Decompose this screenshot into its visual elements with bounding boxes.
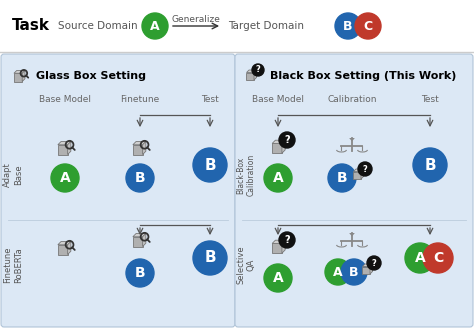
Circle shape <box>193 148 227 182</box>
Circle shape <box>335 13 361 39</box>
Text: C: C <box>364 19 373 32</box>
Circle shape <box>126 259 154 287</box>
Polygon shape <box>58 241 71 245</box>
Polygon shape <box>282 140 285 153</box>
Polygon shape <box>133 234 146 237</box>
Circle shape <box>328 164 356 192</box>
Polygon shape <box>361 169 364 179</box>
Circle shape <box>355 13 381 39</box>
Polygon shape <box>14 73 22 81</box>
Text: B: B <box>424 157 436 173</box>
Text: Base Model: Base Model <box>39 95 91 105</box>
Text: A: A <box>273 271 283 285</box>
Text: Glass Box Setting: Glass Box Setting <box>36 71 146 81</box>
Polygon shape <box>58 245 68 255</box>
Polygon shape <box>282 240 285 253</box>
Circle shape <box>413 148 447 182</box>
Text: Finetune: Finetune <box>120 95 160 105</box>
Text: Test: Test <box>421 95 439 105</box>
Polygon shape <box>363 266 370 274</box>
Circle shape <box>126 164 154 192</box>
Text: ?: ? <box>284 135 290 145</box>
Text: B: B <box>135 266 146 280</box>
Polygon shape <box>14 71 25 73</box>
Polygon shape <box>22 71 25 81</box>
Polygon shape <box>246 70 256 72</box>
Polygon shape <box>133 145 143 154</box>
Circle shape <box>252 64 264 76</box>
Text: A: A <box>415 251 425 265</box>
Circle shape <box>51 164 79 192</box>
Circle shape <box>367 256 381 270</box>
FancyBboxPatch shape <box>235 54 473 327</box>
Text: B: B <box>349 265 359 278</box>
Text: A: A <box>333 265 343 278</box>
Polygon shape <box>354 169 364 172</box>
Text: B: B <box>204 157 216 173</box>
Polygon shape <box>133 141 146 145</box>
Circle shape <box>264 164 292 192</box>
FancyBboxPatch shape <box>1 54 235 327</box>
Text: A: A <box>150 19 160 32</box>
Polygon shape <box>363 264 373 266</box>
Polygon shape <box>272 143 282 153</box>
Polygon shape <box>246 72 254 80</box>
Polygon shape <box>254 70 256 80</box>
Circle shape <box>325 259 351 285</box>
Polygon shape <box>272 243 282 253</box>
Polygon shape <box>349 233 355 236</box>
Polygon shape <box>68 241 71 255</box>
Text: ?: ? <box>255 66 260 74</box>
Circle shape <box>405 243 435 273</box>
Text: Calibration: Calibration <box>327 95 377 105</box>
Text: Source Domain: Source Domain <box>58 21 137 31</box>
Text: A: A <box>273 171 283 185</box>
Text: A: A <box>60 171 70 185</box>
Polygon shape <box>370 264 373 274</box>
Polygon shape <box>133 237 143 247</box>
Polygon shape <box>143 141 146 154</box>
Text: B: B <box>204 251 216 265</box>
Circle shape <box>341 259 367 285</box>
Text: Base Model: Base Model <box>252 95 304 105</box>
Circle shape <box>142 13 168 39</box>
Text: Selective
QA: Selective QA <box>237 246 255 284</box>
Polygon shape <box>349 138 355 141</box>
Text: Finetune
RoBERTa: Finetune RoBERTa <box>3 247 23 283</box>
Text: Target Domain: Target Domain <box>228 21 304 31</box>
Text: Test: Test <box>201 95 219 105</box>
Polygon shape <box>58 145 68 154</box>
Polygon shape <box>58 141 71 145</box>
Text: B: B <box>337 171 347 185</box>
Text: ?: ? <box>372 258 376 268</box>
Text: Adapt
Base: Adapt Base <box>3 163 23 187</box>
Circle shape <box>358 162 372 176</box>
Text: C: C <box>433 251 443 265</box>
Polygon shape <box>143 234 146 247</box>
FancyBboxPatch shape <box>0 0 474 52</box>
Circle shape <box>264 264 292 292</box>
Circle shape <box>279 232 295 248</box>
Text: ?: ? <box>363 165 367 174</box>
Polygon shape <box>272 140 285 143</box>
Text: Task: Task <box>12 18 50 33</box>
Polygon shape <box>354 172 361 179</box>
Polygon shape <box>272 240 285 243</box>
Circle shape <box>193 241 227 275</box>
Polygon shape <box>68 141 71 154</box>
Text: ?: ? <box>284 235 290 245</box>
Text: B: B <box>135 171 146 185</box>
Circle shape <box>279 132 295 148</box>
Text: Black-Box
Calibration: Black-Box Calibration <box>237 154 255 196</box>
Circle shape <box>423 243 453 273</box>
Text: B: B <box>343 19 353 32</box>
Text: Generalize: Generalize <box>172 14 220 24</box>
Text: Black Box Setting (This Work): Black Box Setting (This Work) <box>270 71 456 81</box>
